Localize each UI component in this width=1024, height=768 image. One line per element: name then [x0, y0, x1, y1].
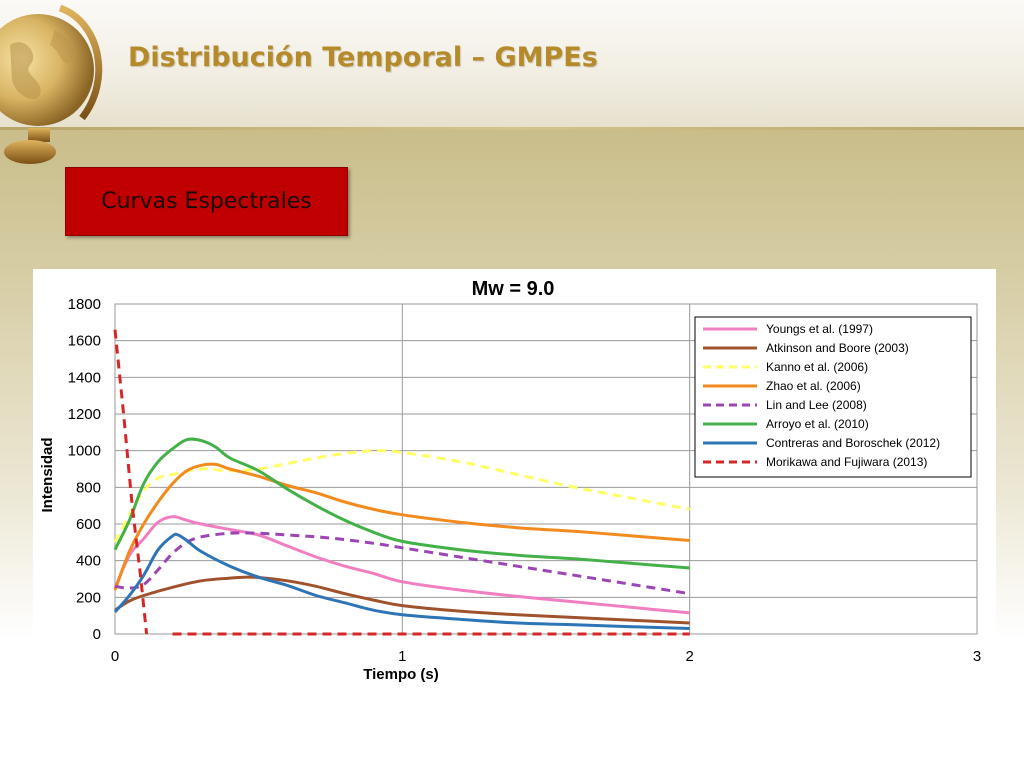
globe-icon: [0, 4, 103, 164]
legend-label: Arroyo et al. (2010): [766, 417, 869, 431]
y-tick-label: 1600: [68, 333, 101, 350]
line-chart: 0 200 400 600 800 1000 1200 1400 1600 1800 0 1 2 3 Mw …: [39, 278, 981, 683]
slide-title: Distribución Temporal – GMPEs: [128, 42, 598, 73]
legend-label: Lin and Lee (2008): [766, 398, 867, 412]
x-axis-label: Tiempo (s): [363, 666, 439, 683]
divider-line: [0, 127, 1024, 130]
x-tick-label: 2: [685, 648, 693, 665]
series-line-1: [113, 515, 690, 615]
series-line-2: [114, 575, 690, 625]
x-tick-label: 0: [111, 648, 119, 665]
legend-label: Contreras and Boroschek (2012): [766, 436, 940, 450]
legend-box: [694, 316, 972, 478]
y-tick-label: 1200: [68, 406, 101, 423]
chart-panel: 0 200 400 600 800 1000 1200 1400 1600 1800 0 1 2 3 Mw …: [33, 269, 996, 683]
y-tick-label: 1400: [68, 369, 101, 386]
legend-label: Kanno et al. (2006): [766, 360, 868, 374]
title-band: [0, 0, 1024, 130]
x-tick-label: 3: [973, 648, 981, 665]
y-tick-label: 0: [93, 626, 101, 643]
series-line-7: [113, 532, 690, 630]
y-tick-label: 1800: [68, 296, 101, 313]
y-tick-label: 800: [76, 479, 101, 496]
y-tick-label: 600: [76, 516, 101, 533]
y-axis-label: Intensidad: [39, 437, 56, 512]
series-line-8: [113, 329, 149, 635]
section-label: Curvas Espectrales: [101, 189, 312, 214]
series-line-3: [113, 449, 690, 544]
legend-label: Atkinson and Boore (2003): [766, 341, 909, 355]
chart-title: Mw = 9.0: [472, 278, 555, 300]
legend-label: Zhao et al. (2006): [766, 379, 861, 393]
series-line-6: [113, 437, 690, 570]
y-tick-label: 400: [76, 553, 101, 570]
legend-label: Youngs et al. (1997): [766, 322, 873, 336]
y-tick-label: 200: [76, 589, 101, 606]
series-line-5: [114, 531, 690, 596]
y-tick-label: 1000: [68, 443, 101, 460]
section-label-box: Curvas Espectrales: [65, 167, 348, 236]
x-tick-label: 1: [398, 648, 406, 665]
legend-label: Morikawa and Fujiwara (2013): [766, 455, 927, 469]
